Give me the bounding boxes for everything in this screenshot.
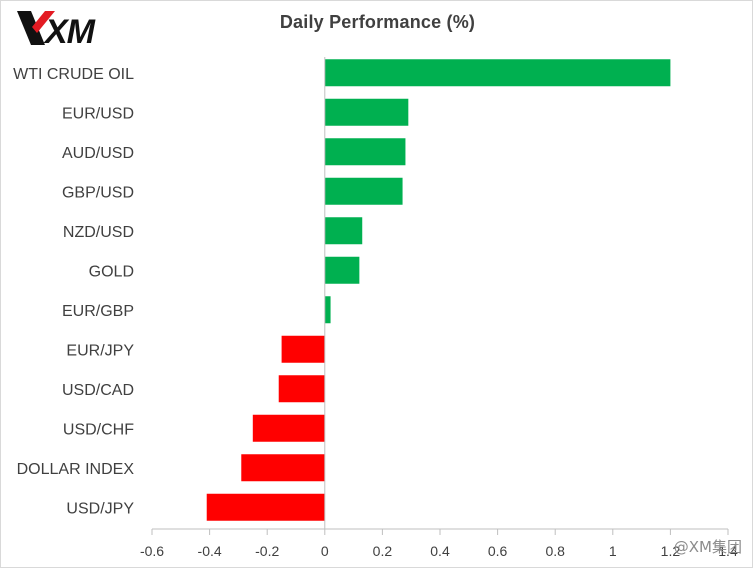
bar-eur-jpy bbox=[281, 335, 325, 363]
category-label-gbp-usd: GBP/USD bbox=[62, 184, 134, 201]
logo-slash-mark bbox=[17, 11, 45, 45]
bar-aud-usd bbox=[324, 138, 406, 166]
bar-eur-usd bbox=[324, 98, 409, 126]
x-tick-labels: -0.6 -0.4 -0.2 0 0.2 0.4 0.6 0.8 1 1.2 1.4 bbox=[140, 543, 738, 559]
x-tick-label: -0.6 bbox=[140, 543, 164, 559]
bar-usd-jpy bbox=[206, 493, 325, 521]
x-tick-label: 1.2 bbox=[661, 543, 681, 559]
bar-eur-gbp bbox=[324, 296, 331, 324]
x-tick-label: 0.6 bbox=[488, 543, 508, 559]
category-label-nzd-usd: NZD/USD bbox=[63, 224, 134, 241]
bar-usd-chf bbox=[252, 414, 325, 442]
category-label-wti-crude-oil: WTI CRUDE OIL bbox=[13, 66, 134, 83]
x-tick-label: 1.4 bbox=[718, 543, 738, 559]
category-label-gold: GOLD bbox=[89, 263, 134, 280]
x-tick-label: -0.4 bbox=[198, 543, 222, 559]
x-tick-label: 0.4 bbox=[430, 543, 450, 559]
logo-text: XM bbox=[43, 13, 96, 49]
category-label-eur-jpy: EUR/JPY bbox=[66, 342, 134, 359]
category-label-usd-jpy: USD/JPY bbox=[66, 500, 134, 517]
category-label-aud-usd: AUD/USD bbox=[62, 145, 134, 162]
logo-accent-mark bbox=[32, 11, 55, 33]
x-tick-label: 1 bbox=[609, 543, 617, 559]
category-labels: WTI CRUDE OIL EUR/USD AUD/USD GBP/USD NZD/US… bbox=[13, 66, 134, 518]
bar-nzd-usd bbox=[324, 217, 363, 245]
bar-usd-cad bbox=[278, 375, 325, 403]
x-tick-label: 0.2 bbox=[373, 543, 393, 559]
x-tick-label: 0.8 bbox=[545, 543, 565, 559]
category-label-eur-gbp: EUR/GBP bbox=[62, 303, 134, 320]
bar-wti-crude-oil bbox=[324, 59, 671, 87]
bars-group bbox=[206, 59, 671, 521]
category-label-dollar-index: DOLLAR INDEX bbox=[17, 461, 135, 478]
category-label-usd-chf: USD/CHF bbox=[63, 421, 134, 438]
bar-dollar-index bbox=[241, 454, 325, 482]
category-label-usd-cad: USD/CAD bbox=[62, 382, 134, 399]
category-label-eur-usd: EUR/USD bbox=[62, 105, 134, 122]
xm-logo: XM bbox=[17, 11, 97, 49]
bar-gbp-usd bbox=[324, 177, 403, 205]
bar-gold bbox=[324, 256, 360, 284]
chart-title: Daily Performance (%) bbox=[279, 12, 476, 32]
watermark: @XM集团 bbox=[673, 538, 742, 556]
x-tick-label: 0 bbox=[321, 543, 329, 559]
x-tick-label: -0.2 bbox=[255, 543, 279, 559]
x-axis bbox=[151, 57, 729, 535]
